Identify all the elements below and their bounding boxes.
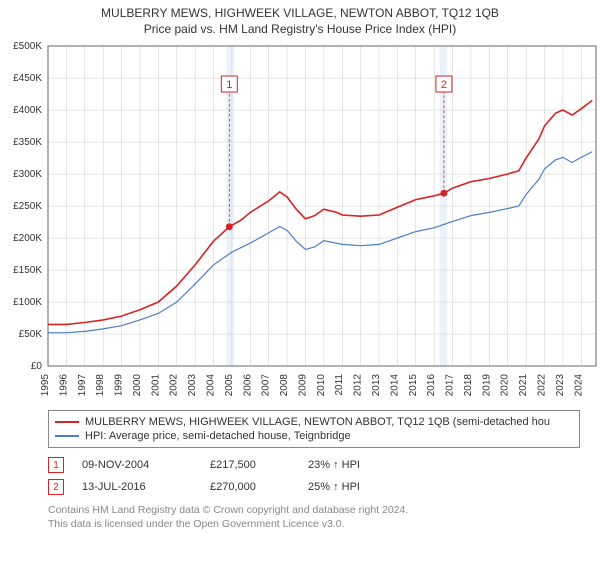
sales-table: 1 09-NOV-2004 £217,500 23% ↑ HPI 2 13-JUL-201… xyxy=(48,454,580,498)
svg-text:2007: 2007 xyxy=(261,374,272,397)
attribution-line1: Contains HM Land Registry data © Crown c… xyxy=(48,504,580,518)
legend-label: MULBERRY MEWS, HIGHWEEK VILLAGE, NEWTON … xyxy=(85,416,550,428)
svg-text:£250K: £250K xyxy=(13,201,42,212)
svg-text:2011: 2011 xyxy=(334,374,345,396)
svg-text:£100K: £100K xyxy=(13,297,42,308)
sale-marker: 1 xyxy=(48,457,64,473)
svg-text:1997: 1997 xyxy=(77,374,88,397)
legend-swatch xyxy=(55,421,79,423)
legend: MULBERRY MEWS, HIGHWEEK VILLAGE, NEWTON … xyxy=(48,410,580,448)
svg-text:2008: 2008 xyxy=(279,374,290,397)
svg-text:2009: 2009 xyxy=(297,374,308,397)
svg-text:2002: 2002 xyxy=(169,374,180,397)
svg-text:2004: 2004 xyxy=(206,374,217,397)
legend-swatch xyxy=(55,435,79,437)
svg-text:2023: 2023 xyxy=(555,374,566,397)
svg-text:1999: 1999 xyxy=(114,374,125,397)
svg-text:£300K: £300K xyxy=(13,169,42,180)
sale-date: 13-JUL-2016 xyxy=(82,481,192,493)
sale-row: 2 13-JUL-2016 £270,000 25% ↑ HPI xyxy=(48,476,580,498)
svg-text:1998: 1998 xyxy=(95,374,106,397)
svg-text:£150K: £150K xyxy=(13,265,42,276)
legend-row: HPI: Average price, semi-detached house,… xyxy=(55,429,573,443)
svg-text:2006: 2006 xyxy=(242,374,253,397)
svg-text:2001: 2001 xyxy=(150,374,161,397)
svg-text:£200K: £200K xyxy=(13,233,42,244)
svg-text:1: 1 xyxy=(226,79,232,91)
price-chart: £0 £50K £100K £150K £200K £250K £300K £350K £400… xyxy=(0,42,600,406)
svg-text:2000: 2000 xyxy=(132,374,143,397)
sale-price: £270,000 xyxy=(210,481,290,493)
svg-text:£0: £0 xyxy=(31,361,43,372)
svg-text:£450K: £450K xyxy=(13,73,42,84)
sale-diff: 25% ↑ HPI xyxy=(308,481,408,493)
svg-text:£350K: £350K xyxy=(13,137,42,148)
sale-price: £217,500 xyxy=(210,459,290,471)
legend-row: MULBERRY MEWS, HIGHWEEK VILLAGE, NEWTON … xyxy=(55,415,573,429)
svg-text:2021: 2021 xyxy=(518,374,529,397)
svg-text:2014: 2014 xyxy=(389,374,400,397)
svg-text:2003: 2003 xyxy=(187,374,198,397)
chart-subtitle: Price paid vs. HM Land Registry's House … xyxy=(0,22,600,36)
svg-text:2005: 2005 xyxy=(224,374,235,397)
svg-text:2020: 2020 xyxy=(500,374,511,397)
svg-text:2019: 2019 xyxy=(481,374,492,397)
legend-label: HPI: Average price, semi-detached house,… xyxy=(85,430,351,442)
svg-text:2017: 2017 xyxy=(445,374,456,397)
sale-marker: 2 xyxy=(48,479,64,495)
svg-text:1996: 1996 xyxy=(58,374,69,397)
chart-title: MULBERRY MEWS, HIGHWEEK VILLAGE, NEWTON … xyxy=(0,6,600,20)
attribution: Contains HM Land Registry data © Crown c… xyxy=(48,504,580,531)
svg-text:2: 2 xyxy=(441,79,447,91)
svg-text:2024: 2024 xyxy=(573,374,584,397)
svg-text:£400K: £400K xyxy=(13,105,42,116)
sale-row: 1 09-NOV-2004 £217,500 23% ↑ HPI xyxy=(48,454,580,476)
svg-text:2016: 2016 xyxy=(426,374,437,397)
svg-text:2012: 2012 xyxy=(353,374,364,397)
svg-text:2015: 2015 xyxy=(408,374,419,397)
attribution-line2: This data is licensed under the Open Gov… xyxy=(48,518,580,532)
svg-text:£500K: £500K xyxy=(13,42,42,52)
svg-text:2018: 2018 xyxy=(463,374,474,397)
chart-area: £0 £50K £100K £150K £200K £250K £300K £350K £400… xyxy=(0,42,600,406)
sale-diff: 23% ↑ HPI xyxy=(308,459,408,471)
svg-text:£50K: £50K xyxy=(19,329,43,340)
sale-date: 09-NOV-2004 xyxy=(82,459,192,471)
svg-text:2010: 2010 xyxy=(316,374,327,397)
svg-text:1995: 1995 xyxy=(40,374,51,397)
svg-text:2022: 2022 xyxy=(537,374,548,397)
svg-text:2013: 2013 xyxy=(371,374,382,397)
